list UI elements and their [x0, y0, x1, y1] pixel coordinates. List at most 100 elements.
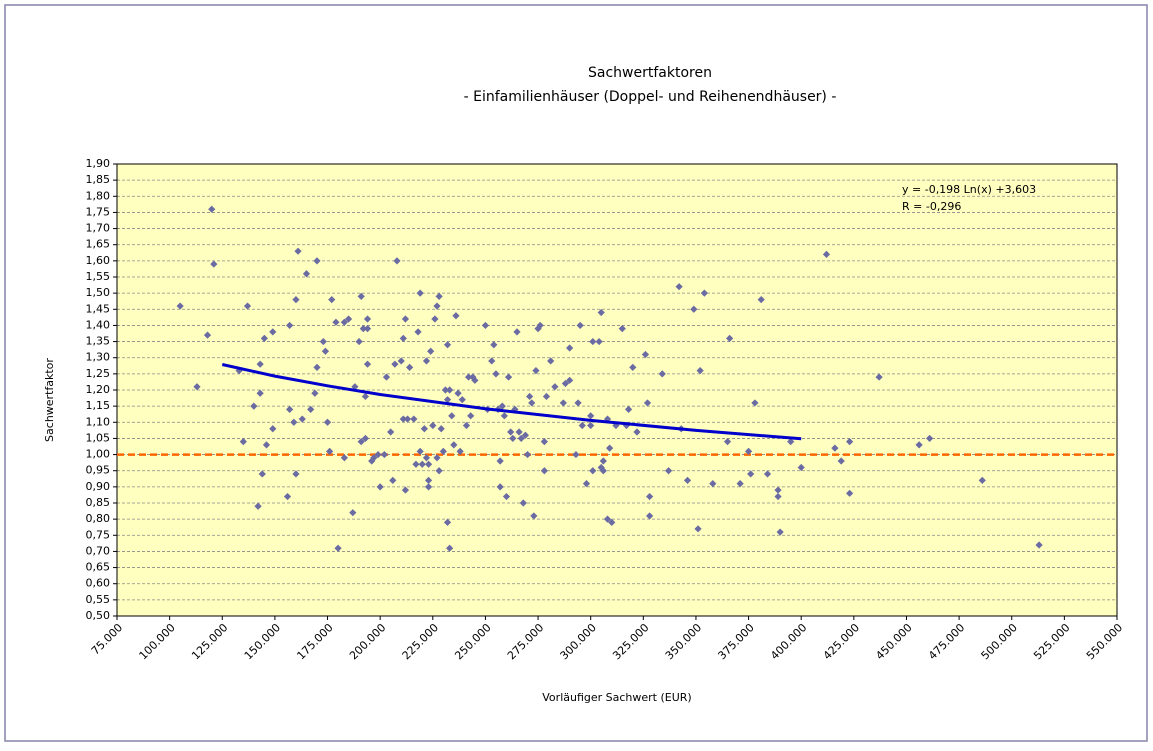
data-point	[574, 399, 582, 407]
data-point	[540, 467, 548, 475]
data-point	[393, 257, 401, 265]
data-point	[690, 305, 698, 313]
annotation: y = -0,198 Ln(x) +3,603	[902, 183, 1036, 196]
data-point	[709, 480, 717, 488]
data-point	[433, 302, 441, 310]
data-point	[646, 492, 654, 501]
y-tick-label: 1,60	[86, 254, 111, 267]
data-point	[496, 457, 504, 465]
data-point	[454, 389, 462, 397]
data-point	[374, 450, 382, 459]
data-point	[603, 415, 612, 423]
data-point	[340, 318, 348, 326]
data-point	[176, 302, 184, 310]
y-tick-label: 0,60	[86, 577, 111, 590]
data-point	[286, 321, 294, 330]
data-point	[389, 476, 397, 484]
data-point	[292, 470, 300, 478]
data-point	[302, 270, 311, 278]
data-point	[203, 331, 212, 339]
data-point	[363, 360, 372, 368]
data-point	[629, 363, 637, 371]
data-point	[424, 460, 433, 468]
y-tick-label: 1,05	[86, 431, 111, 444]
trendline	[221, 363, 802, 441]
y-tick-label: 0,75	[86, 528, 111, 541]
data-point	[723, 438, 732, 446]
data-point	[448, 412, 456, 420]
data-point	[528, 399, 536, 407]
data-point	[502, 492, 511, 501]
data-point	[561, 379, 570, 388]
y-tick-label: 1,25	[86, 367, 111, 380]
data-point	[361, 392, 370, 401]
y-tick-label: 0,65	[86, 561, 111, 574]
data-point	[664, 467, 673, 475]
data-point	[513, 328, 521, 336]
data-point	[534, 325, 542, 333]
data-point	[416, 289, 424, 297]
data-point	[542, 392, 551, 401]
data-point	[441, 386, 450, 394]
data-point	[517, 434, 525, 443]
data-point	[256, 360, 264, 368]
y-tick-label: 1,15	[86, 399, 111, 412]
data-point	[427, 347, 435, 355]
data-point	[208, 205, 216, 213]
data-point	[618, 325, 626, 333]
data-point	[490, 341, 498, 349]
data-point	[401, 486, 410, 494]
data-point	[210, 260, 218, 268]
data-point	[254, 502, 262, 510]
data-point	[321, 347, 330, 355]
data-point	[443, 518, 452, 526]
data-point	[658, 370, 666, 378]
data-point	[467, 412, 475, 420]
data-point	[462, 421, 471, 430]
data-point	[418, 460, 426, 468]
data-point	[431, 315, 439, 323]
y-tick-label: 1,80	[86, 189, 111, 202]
data-point	[504, 373, 513, 381]
data-point	[323, 418, 332, 426]
data-point	[736, 480, 744, 488]
data-point	[597, 308, 605, 317]
data-point	[511, 405, 519, 413]
data-point	[831, 444, 839, 452]
data-point	[774, 492, 782, 501]
chart-title: Sachwertfaktoren	[588, 65, 712, 81]
data-point	[290, 418, 298, 426]
annotation: R = -0,296	[902, 200, 961, 213]
data-point	[797, 463, 805, 472]
data-point	[683, 476, 692, 484]
data-point	[608, 518, 616, 526]
y-tick-label: 1,75	[86, 205, 111, 218]
data-point	[416, 447, 424, 455]
data-point	[435, 467, 443, 475]
data-point	[507, 428, 515, 436]
data-point	[926, 434, 934, 443]
data-point	[744, 447, 753, 455]
data-point	[283, 492, 292, 501]
data-point	[643, 399, 652, 407]
data-point	[435, 292, 443, 300]
y-tick-label: 1,20	[86, 383, 111, 396]
y-tick-label: 0,90	[86, 480, 111, 493]
data-point	[519, 499, 527, 507]
y-tick-label: 0,95	[86, 464, 111, 477]
y-tick-label: 1,35	[86, 335, 111, 348]
y-tick-label: 1,10	[86, 415, 111, 428]
data-point	[382, 373, 391, 381]
data-point	[355, 337, 363, 346]
data-point	[774, 486, 782, 494]
data-point	[269, 425, 277, 433]
data-point	[846, 438, 854, 446]
data-point	[603, 515, 612, 523]
data-point	[915, 441, 923, 449]
x-axis-label: Vorläufiger Sachwert (EUR)	[542, 691, 691, 704]
data-point	[313, 257, 321, 265]
data-point	[837, 457, 845, 465]
data-point	[599, 467, 607, 475]
data-point	[334, 544, 342, 552]
